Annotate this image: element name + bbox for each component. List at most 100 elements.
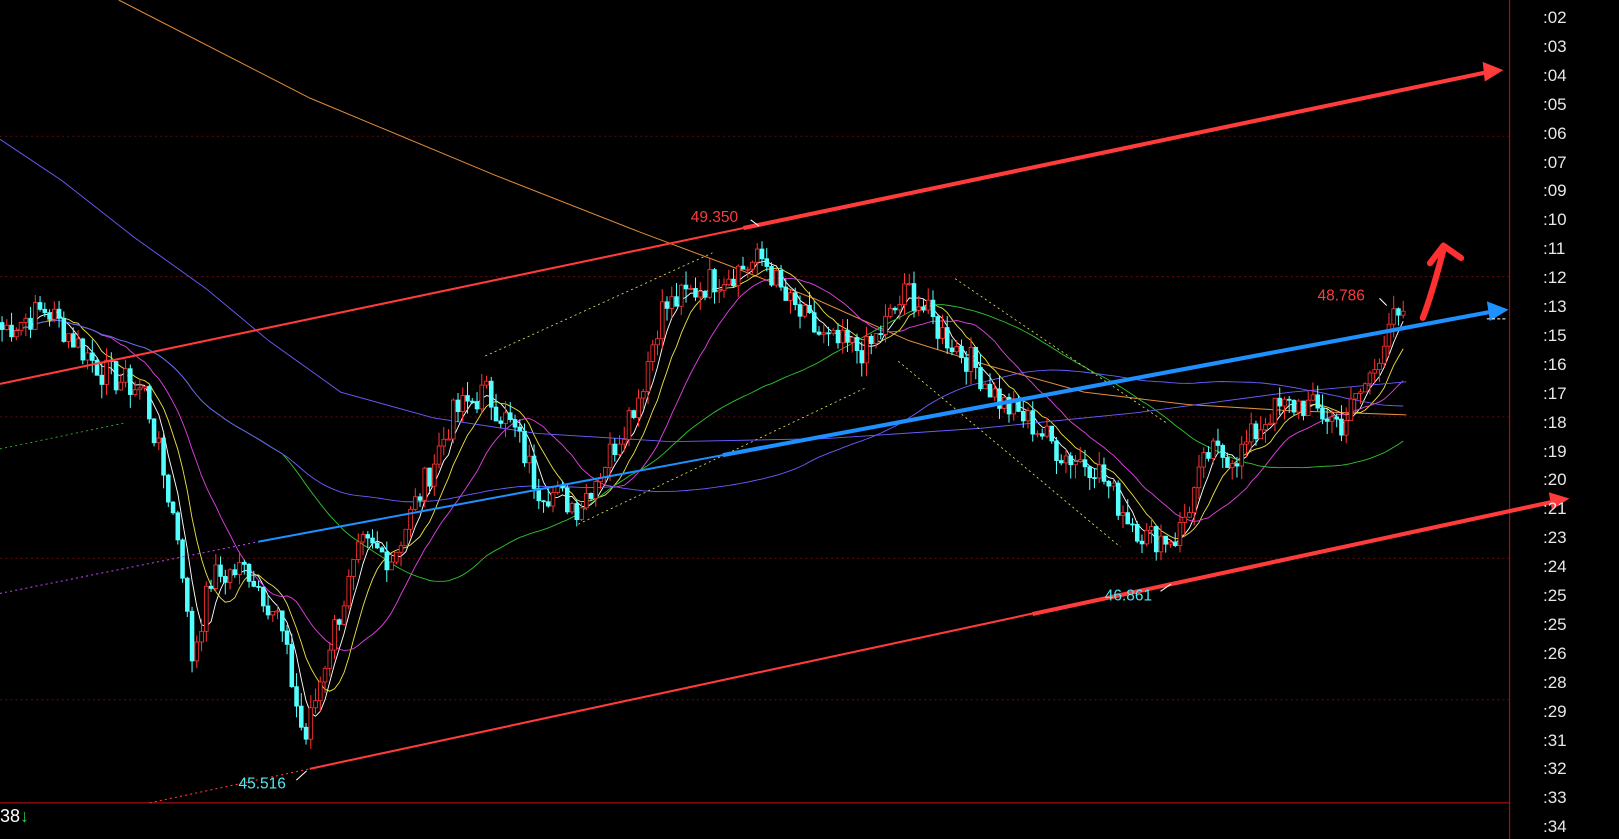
candle xyxy=(935,315,941,350)
candle xyxy=(750,260,755,274)
candle xyxy=(1153,525,1159,561)
candle xyxy=(1039,428,1045,440)
candle xyxy=(745,266,751,278)
candle xyxy=(1396,307,1401,326)
axis-tick-label: :05 xyxy=(1543,94,1567,114)
down-arrow-icon: ↓ xyxy=(20,806,30,826)
candle xyxy=(792,287,798,311)
candle xyxy=(1210,437,1216,465)
candle xyxy=(1182,503,1187,535)
candle xyxy=(1220,443,1225,468)
candle xyxy=(579,503,584,522)
candle xyxy=(536,478,542,510)
candle xyxy=(712,267,717,304)
upper-channel-line-thick xyxy=(742,70,1488,231)
candle xyxy=(1172,532,1178,548)
candle xyxy=(583,483,589,511)
candle xyxy=(270,611,276,622)
candle xyxy=(360,531,366,556)
candle xyxy=(669,286,675,319)
candle xyxy=(697,282,703,310)
candle xyxy=(588,492,594,501)
candle xyxy=(645,351,651,404)
candle xyxy=(1305,390,1311,416)
candle xyxy=(189,606,195,673)
candle xyxy=(1320,394,1325,425)
candle xyxy=(517,419,523,443)
candle xyxy=(313,688,318,714)
hand-drawn-up-arrow xyxy=(1419,242,1465,321)
candle xyxy=(322,665,328,694)
axis-tick-label: :04 xyxy=(1543,65,1567,85)
candle xyxy=(398,541,404,567)
candle xyxy=(1201,447,1206,479)
candle xyxy=(1106,479,1111,499)
candle xyxy=(147,384,152,424)
candle xyxy=(327,642,333,677)
candle xyxy=(868,333,874,355)
candle xyxy=(503,401,508,438)
candle xyxy=(498,416,504,428)
candle xyxy=(1324,408,1330,435)
candle xyxy=(227,568,233,590)
candle xyxy=(1286,395,1292,413)
candle xyxy=(883,304,888,343)
candle xyxy=(1077,446,1083,464)
candle xyxy=(607,432,613,481)
candle xyxy=(470,397,475,404)
candle xyxy=(465,381,470,414)
lower-channel-dotted xyxy=(149,768,310,804)
candle xyxy=(199,618,204,652)
candle xyxy=(332,614,337,659)
axis-tick-label: :02 xyxy=(1543,8,1567,27)
candle xyxy=(1120,505,1126,529)
candle xyxy=(954,340,960,355)
axis-tick-label: :18 xyxy=(1543,412,1567,432)
price-labels: 49.350 48.786 46.861 45.516 xyxy=(239,209,1388,792)
candle xyxy=(522,423,527,467)
candle xyxy=(612,438,618,462)
candle xyxy=(545,487,551,508)
candle xyxy=(1296,398,1301,420)
candle xyxy=(617,435,622,457)
candle xyxy=(693,277,698,301)
candle xyxy=(1206,446,1211,462)
candle xyxy=(379,545,385,553)
ma10-line xyxy=(1,267,1404,692)
candle xyxy=(527,444,532,474)
candle xyxy=(1115,480,1121,520)
candle xyxy=(1225,452,1230,468)
candle xyxy=(621,426,627,452)
candle xyxy=(303,723,309,745)
candle xyxy=(52,301,57,323)
candle xyxy=(1125,499,1130,525)
axis-tick-label: :33 xyxy=(1543,788,1567,808)
candle xyxy=(4,319,10,331)
candle xyxy=(754,243,760,275)
candle xyxy=(773,268,779,288)
candle xyxy=(541,500,546,513)
candle xyxy=(185,576,190,618)
candle xyxy=(128,364,133,408)
candle xyxy=(949,339,955,356)
candle xyxy=(916,295,922,317)
high-label: 49.350 xyxy=(691,209,738,226)
candle xyxy=(1130,518,1135,533)
candle xyxy=(769,262,774,287)
candle xyxy=(75,330,81,349)
candle xyxy=(1044,417,1050,439)
axis-tick-label: :28 xyxy=(1543,672,1567,692)
candle xyxy=(1144,523,1149,547)
candle xyxy=(413,488,418,511)
candle xyxy=(1267,413,1273,426)
candle xyxy=(1068,452,1074,479)
candle xyxy=(80,337,86,365)
candle xyxy=(892,306,898,314)
candle xyxy=(1258,416,1263,440)
candle xyxy=(1234,456,1240,478)
axis-tick-label: :10 xyxy=(1543,210,1567,230)
candle xyxy=(759,241,765,266)
candle xyxy=(726,269,732,287)
candle xyxy=(1377,358,1382,382)
candle xyxy=(1358,388,1363,404)
